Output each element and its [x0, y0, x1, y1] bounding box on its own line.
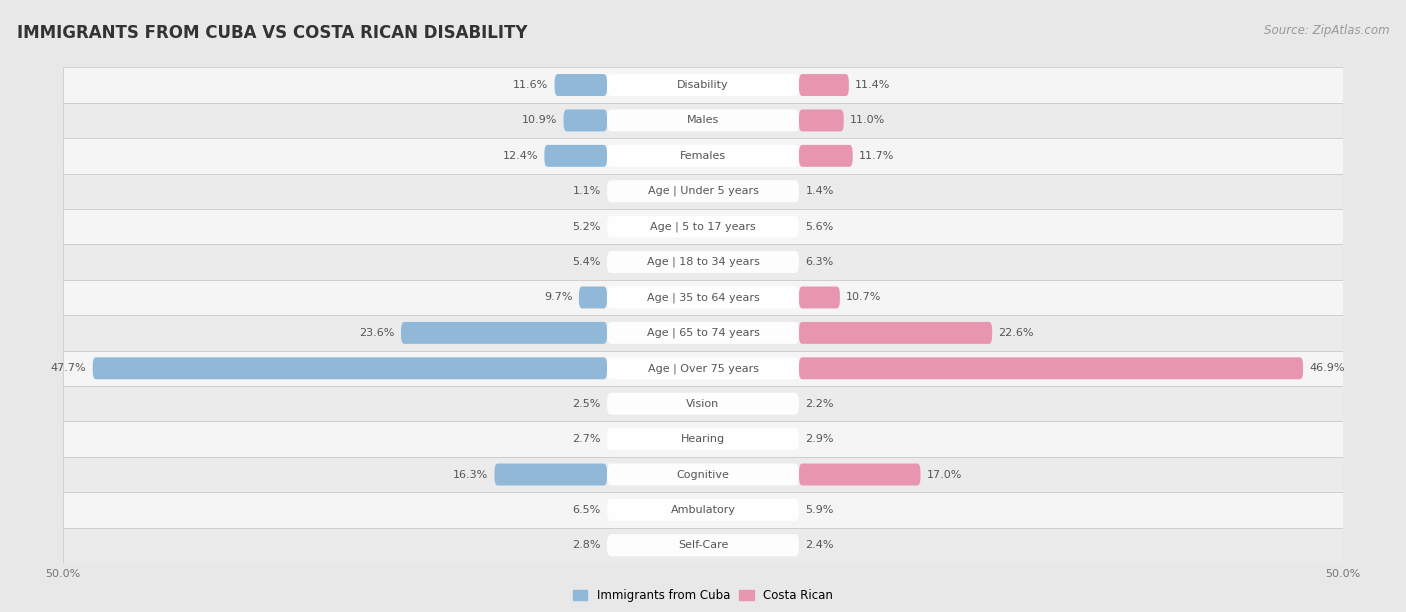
Text: Age | 18 to 34 years: Age | 18 to 34 years — [647, 257, 759, 267]
FancyBboxPatch shape — [799, 322, 993, 344]
Text: 6.3%: 6.3% — [806, 257, 834, 267]
Text: 11.4%: 11.4% — [855, 80, 890, 90]
FancyBboxPatch shape — [799, 145, 852, 167]
FancyBboxPatch shape — [63, 174, 1343, 209]
FancyBboxPatch shape — [799, 286, 839, 308]
Text: 2.9%: 2.9% — [806, 434, 834, 444]
Text: Self-Care: Self-Care — [678, 540, 728, 550]
FancyBboxPatch shape — [799, 74, 849, 96]
FancyBboxPatch shape — [63, 457, 1343, 492]
Text: Age | 35 to 64 years: Age | 35 to 64 years — [647, 292, 759, 303]
FancyBboxPatch shape — [799, 357, 1303, 379]
FancyBboxPatch shape — [544, 145, 607, 167]
Text: Males: Males — [688, 116, 718, 125]
FancyBboxPatch shape — [607, 74, 799, 96]
Text: 12.4%: 12.4% — [502, 151, 538, 161]
FancyBboxPatch shape — [63, 528, 1343, 563]
Text: 5.6%: 5.6% — [806, 222, 834, 232]
FancyBboxPatch shape — [579, 286, 607, 308]
Text: Disability: Disability — [678, 80, 728, 90]
FancyBboxPatch shape — [63, 492, 1343, 528]
FancyBboxPatch shape — [495, 463, 607, 485]
FancyBboxPatch shape — [63, 103, 1343, 138]
Text: 2.2%: 2.2% — [806, 398, 834, 409]
FancyBboxPatch shape — [607, 181, 799, 202]
Text: 46.9%: 46.9% — [1309, 364, 1346, 373]
Text: 2.7%: 2.7% — [572, 434, 600, 444]
Text: 9.7%: 9.7% — [544, 293, 572, 302]
FancyBboxPatch shape — [607, 286, 799, 308]
Text: Age | Over 75 years: Age | Over 75 years — [648, 363, 758, 373]
FancyBboxPatch shape — [63, 244, 1343, 280]
FancyBboxPatch shape — [607, 357, 799, 379]
FancyBboxPatch shape — [63, 422, 1343, 457]
Text: 22.6%: 22.6% — [998, 328, 1033, 338]
FancyBboxPatch shape — [93, 357, 607, 379]
Text: 1.1%: 1.1% — [572, 186, 600, 196]
Text: 10.7%: 10.7% — [846, 293, 882, 302]
FancyBboxPatch shape — [564, 110, 607, 132]
Text: 11.7%: 11.7% — [859, 151, 894, 161]
Text: 5.4%: 5.4% — [572, 257, 600, 267]
Text: Ambulatory: Ambulatory — [671, 505, 735, 515]
FancyBboxPatch shape — [607, 110, 799, 132]
Text: Cognitive: Cognitive — [676, 469, 730, 480]
FancyBboxPatch shape — [63, 280, 1343, 315]
Text: 5.9%: 5.9% — [806, 505, 834, 515]
FancyBboxPatch shape — [63, 351, 1343, 386]
Text: Females: Females — [681, 151, 725, 161]
Text: 2.5%: 2.5% — [572, 398, 600, 409]
FancyBboxPatch shape — [799, 463, 921, 485]
FancyBboxPatch shape — [607, 251, 799, 273]
Text: Age | 5 to 17 years: Age | 5 to 17 years — [650, 222, 756, 232]
Text: Vision: Vision — [686, 398, 720, 409]
Text: 6.5%: 6.5% — [572, 505, 600, 515]
Text: 2.8%: 2.8% — [572, 540, 600, 550]
Text: 11.6%: 11.6% — [513, 80, 548, 90]
FancyBboxPatch shape — [401, 322, 607, 344]
FancyBboxPatch shape — [607, 534, 799, 556]
Legend: Immigrants from Cuba, Costa Rican: Immigrants from Cuba, Costa Rican — [574, 589, 832, 602]
FancyBboxPatch shape — [607, 428, 799, 450]
Text: 17.0%: 17.0% — [927, 469, 962, 480]
Text: Source: ZipAtlas.com: Source: ZipAtlas.com — [1264, 24, 1389, 37]
FancyBboxPatch shape — [63, 386, 1343, 422]
Text: 11.0%: 11.0% — [851, 116, 886, 125]
Text: 47.7%: 47.7% — [51, 364, 86, 373]
Text: Age | 65 to 74 years: Age | 65 to 74 years — [647, 327, 759, 338]
FancyBboxPatch shape — [799, 110, 844, 132]
FancyBboxPatch shape — [607, 145, 799, 167]
FancyBboxPatch shape — [607, 215, 799, 237]
FancyBboxPatch shape — [607, 393, 799, 415]
FancyBboxPatch shape — [607, 499, 799, 521]
FancyBboxPatch shape — [63, 138, 1343, 174]
Text: 2.4%: 2.4% — [806, 540, 834, 550]
Text: 10.9%: 10.9% — [522, 116, 557, 125]
FancyBboxPatch shape — [607, 322, 799, 344]
FancyBboxPatch shape — [63, 67, 1343, 103]
FancyBboxPatch shape — [607, 463, 799, 485]
Text: 1.4%: 1.4% — [806, 186, 834, 196]
FancyBboxPatch shape — [554, 74, 607, 96]
Text: Age | Under 5 years: Age | Under 5 years — [648, 186, 758, 196]
Text: 5.2%: 5.2% — [572, 222, 600, 232]
FancyBboxPatch shape — [63, 315, 1343, 351]
Text: Hearing: Hearing — [681, 434, 725, 444]
Text: 16.3%: 16.3% — [453, 469, 488, 480]
FancyBboxPatch shape — [63, 209, 1343, 244]
Text: IMMIGRANTS FROM CUBA VS COSTA RICAN DISABILITY: IMMIGRANTS FROM CUBA VS COSTA RICAN DISA… — [17, 24, 527, 42]
Text: 23.6%: 23.6% — [360, 328, 395, 338]
